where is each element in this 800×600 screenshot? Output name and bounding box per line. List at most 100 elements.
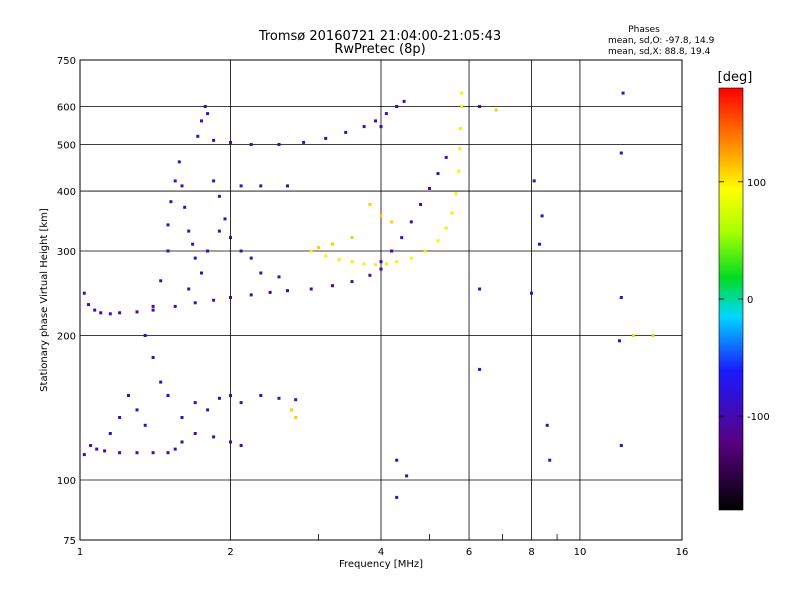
chart-title: Tromsø 20160721 21:04:00-21:05:43: [258, 29, 501, 44]
data-point: [368, 203, 372, 206]
data-point: [193, 301, 197, 305]
data-point: [212, 298, 216, 302]
data-point: [317, 246, 320, 250]
data-point: [212, 435, 216, 439]
data-point: [450, 211, 454, 215]
data-point: [127, 394, 130, 397]
data-point: [93, 308, 97, 312]
data-point: [409, 256, 413, 260]
data-point: [395, 105, 399, 108]
stats-heading: Phases: [628, 25, 660, 35]
data-point: [390, 249, 394, 253]
data-point: [379, 267, 383, 271]
data-point: [444, 226, 448, 230]
data-point: [196, 134, 200, 138]
data-point: [82, 453, 86, 457]
data-point: [169, 200, 173, 204]
data-point: [286, 184, 289, 188]
y-tick-label: 75: [63, 536, 76, 547]
data-point: [302, 140, 306, 144]
data-point: [530, 291, 533, 295]
data-point: [294, 398, 298, 402]
data-point: [249, 256, 253, 260]
data-point: [151, 451, 155, 455]
data-point: [390, 220, 394, 224]
data-point: [294, 416, 298, 419]
data-point: [180, 440, 184, 444]
data-point: [108, 312, 112, 316]
x-tick-label: 16: [676, 547, 689, 558]
data-point: [166, 223, 170, 227]
data-point: [180, 416, 184, 419]
data-point: [177, 160, 181, 164]
stats-o-line: mean, sd,O: -97.8, 14.9: [608, 36, 715, 46]
data-point: [143, 423, 147, 427]
data-point: [478, 287, 482, 291]
data-point: [217, 194, 221, 198]
data-point: [191, 242, 195, 246]
grid-lines: [80, 60, 682, 540]
data-point: [337, 258, 341, 261]
data-point: [143, 334, 147, 337]
data-point: [166, 394, 170, 397]
data-point: [436, 172, 440, 176]
data-point: [249, 143, 253, 146]
y-tick-label: 200: [57, 332, 76, 343]
y-tick-label: 300: [57, 247, 76, 258]
data-point: [173, 304, 177, 308]
data-point: [538, 242, 541, 246]
data-point: [187, 287, 191, 291]
data-point: [545, 423, 549, 427]
data-point: [362, 125, 366, 129]
data-point: [277, 275, 281, 279]
data-point: [494, 108, 498, 112]
data-point: [99, 311, 103, 315]
data-point: [405, 474, 409, 478]
data-point: [249, 293, 253, 297]
data-point: [395, 458, 399, 462]
data-point: [135, 451, 139, 455]
data-point: [324, 136, 328, 140]
data-point: [384, 262, 388, 266]
data-point: [239, 401, 243, 405]
data-point: [135, 310, 139, 314]
data-point: [259, 271, 263, 275]
data-point: [239, 249, 243, 253]
data-point: [268, 290, 272, 294]
data-point: [193, 256, 197, 260]
x-tick-label: 10: [574, 547, 587, 558]
data-point: [618, 339, 621, 343]
data-point: [400, 236, 404, 240]
data-point: [423, 249, 427, 253]
data-point: [173, 447, 177, 451]
data-point: [183, 205, 187, 209]
data-point: [331, 284, 334, 288]
data-point: [344, 130, 348, 134]
data-point: [548, 458, 552, 462]
data-point: [212, 179, 216, 183]
data-point: [151, 304, 155, 308]
data-point: [206, 408, 210, 412]
data-point: [350, 280, 354, 284]
data-point: [619, 151, 623, 155]
data-point: [187, 229, 191, 233]
data-point: [350, 260, 354, 264]
data-point: [428, 187, 431, 190]
phase-stats: Phases mean, sd,O: -97.8, 14.9 mean, sd,…: [608, 25, 715, 57]
echo-points: [82, 91, 655, 499]
data-point: [212, 138, 216, 142]
data-point: [118, 311, 122, 315]
data-point: [193, 432, 197, 435]
colorbar-label: [deg]: [718, 70, 753, 85]
data-point: [229, 296, 232, 299]
y-tick-label: 750: [57, 56, 76, 67]
data-point: [379, 125, 383, 129]
y-tick-label: 600: [57, 103, 76, 114]
colorbar-tick-label: -100: [747, 412, 770, 423]
data-point: [239, 444, 243, 447]
y-tick-label: 100: [57, 476, 76, 487]
data-point: [309, 249, 313, 253]
data-point: [374, 119, 377, 123]
data-point: [651, 334, 655, 337]
data-point: [203, 105, 207, 108]
